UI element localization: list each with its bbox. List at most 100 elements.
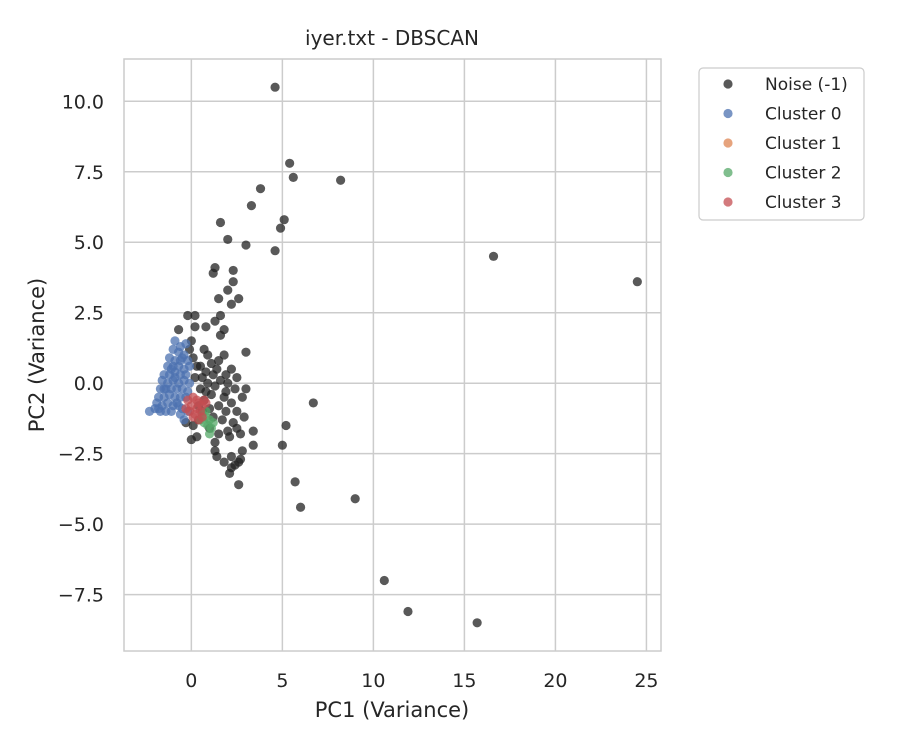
scatter-point: [228, 265, 238, 276]
y-tick-label: 0.0: [74, 373, 104, 395]
legend-label: Cluster 0: [765, 105, 842, 125]
y-tick-label: −2.5: [58, 444, 104, 466]
x-axis-label: PC1 (Variance): [315, 698, 469, 722]
scatter-point: [204, 429, 215, 439]
scatter-point: [281, 420, 291, 431]
series-4: [181, 392, 211, 425]
legend-marker: [723, 167, 733, 178]
scatter-point: [241, 384, 251, 394]
scatter-point: [232, 372, 242, 383]
plot-background: [124, 59, 661, 651]
scatter-point: [246, 200, 257, 211]
scatter-point: [472, 618, 482, 628]
scatter-point: [201, 322, 211, 332]
data-points: [144, 82, 642, 628]
legend-item: Cluster 2: [723, 164, 842, 184]
scatter-point: [295, 502, 306, 512]
scatter-point: [175, 356, 186, 366]
scatter-point: [219, 457, 229, 467]
scatter-point: [226, 299, 236, 309]
scatter-point: [379, 575, 389, 586]
scatter-point: [270, 246, 280, 256]
scatter-point: [277, 440, 287, 450]
scatter-point: [488, 251, 499, 261]
scatter-point: [217, 415, 227, 425]
scatter-point: [214, 294, 224, 304]
scatter-point: [224, 468, 235, 478]
scatter-point: [186, 434, 196, 445]
scatter-point: [350, 494, 360, 504]
scatter-point: [235, 429, 246, 439]
scatter-point: [201, 387, 211, 397]
scatter-point: [210, 381, 220, 391]
scatter-point: [223, 285, 233, 295]
scatter-point: [210, 316, 220, 326]
y-axis-label: PC2 (Variance): [25, 278, 49, 432]
scatter-point: [308, 398, 318, 408]
scatter-point: [153, 403, 164, 414]
scatter-point: [241, 240, 251, 250]
scatter-point: [190, 310, 200, 321]
scatter-point: [192, 395, 202, 405]
legend: Noise (-1) Cluster 0 Cluster 1 Cluster 2 Clu…: [698, 67, 865, 221]
scatter-point: [234, 294, 244, 304]
x-tick-labels: 0 5 10 15 20 25: [185, 670, 658, 692]
scatter-point: [208, 418, 218, 428]
scatter-point: [237, 392, 247, 402]
scatter-point: [223, 378, 233, 388]
scatter-point: [226, 451, 236, 462]
scatter-point: [199, 344, 209, 354]
scatter-point: [285, 158, 295, 168]
legend-frame: [698, 67, 865, 221]
y-tick-label: 2.5: [74, 303, 104, 325]
legend-item: Cluster 1: [723, 134, 842, 154]
x-tick-label: 0: [185, 670, 197, 692]
scatter-point: [215, 217, 226, 228]
scatter-point: [223, 234, 233, 245]
scatter-point: [230, 460, 240, 470]
scatter-point: [210, 437, 220, 447]
legend-marker: [723, 79, 733, 89]
scatter-point: [214, 429, 224, 439]
scatter-point: [336, 175, 346, 185]
legend-item: Cluster 3: [723, 193, 842, 213]
scatter-point: [275, 223, 286, 233]
scatter-point: [183, 310, 193, 321]
scatter-point: [214, 356, 224, 366]
y-tick-label: −5.0: [58, 514, 104, 536]
scatter-point: [192, 361, 202, 371]
scatter-point: [221, 406, 231, 416]
scatter-point: [228, 277, 238, 287]
scatter-point: [208, 268, 218, 278]
scatter-point: [166, 364, 176, 374]
chart-title: iyer.txt - DBSCAN: [305, 26, 479, 50]
y-tick-labels: −7.5 −5.0 −2.5 0.0 2.5 5.0 7.5 10.0: [58, 91, 104, 606]
scatter-point: [255, 184, 266, 194]
scatter-point: [181, 403, 191, 414]
scatter-point: [144, 406, 155, 416]
legend-marker: [723, 138, 733, 148]
scatter-point: [221, 387, 231, 397]
legend-label: Cluster 3: [765, 193, 842, 213]
series-0: [174, 82, 642, 628]
legend-label: Cluster 2: [765, 164, 842, 184]
scatter-point: [170, 372, 180, 383]
scatter-point: [239, 412, 249, 422]
scatter-point: [184, 361, 195, 371]
scatter-point: [212, 364, 222, 374]
scatter-point: [184, 378, 195, 388]
scatter-point: [403, 606, 413, 617]
scatter-point: [632, 277, 642, 287]
x-tick-label: 15: [452, 670, 476, 692]
legend-label: Cluster 1: [765, 134, 842, 154]
scatter-point: [197, 412, 207, 422]
scatter-point: [166, 406, 176, 416]
y-tick-label: 5.0: [74, 232, 104, 254]
scatter-point: [288, 172, 298, 182]
scatter-point: [224, 432, 235, 442]
series-1: [144, 336, 195, 425]
y-tick-label: 10.0: [62, 91, 104, 113]
x-tick-label: 5: [276, 670, 288, 692]
legend-marker: [723, 197, 733, 207]
